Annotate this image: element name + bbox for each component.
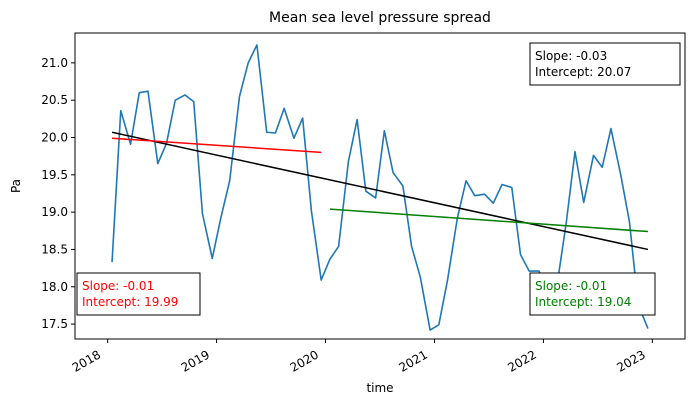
annotation-slope: Slope: -0.01: [535, 279, 607, 293]
series-line-3: [329, 208, 649, 233]
y-tick-label: 18.0: [41, 280, 68, 294]
annotation-intercept: Intercept: 19.99: [82, 295, 178, 309]
annotation-intercept: Intercept: 19.04: [535, 295, 631, 309]
y-tick-label: 19.0: [41, 205, 68, 219]
annotation-box-red: Slope: -0.01 Intercept: 19.99: [76, 272, 201, 316]
x-axis: 2018 2019 2020 2021 2022 2023: [70, 339, 653, 375]
y-tick-label: 19.5: [41, 168, 68, 182]
annotation-box-black: Slope: -0.03 Intercept: 20.07: [529, 42, 681, 86]
annotations-layer: Slope: -0.03 Intercept: 20.07 Slope: -0.01…: [76, 42, 681, 316]
annotation-slope: Slope: -0.01: [82, 279, 154, 293]
x-tick-label: 2018: [70, 347, 103, 374]
annotation-intercept: Intercept: 20.07: [535, 65, 631, 79]
x-tick-label: 2023: [614, 347, 647, 374]
x-tick-label: 2022: [505, 347, 538, 374]
x-tick-label: 2020: [288, 347, 321, 374]
annotation-slope: Slope: -0.03: [535, 49, 607, 63]
y-tick-label: 17.5: [41, 317, 68, 331]
series-line-2: [111, 137, 322, 154]
series-line-1: [111, 131, 649, 251]
annotation-box-green: Slope: -0.01 Intercept: 19.04: [529, 272, 656, 316]
x-tick-label: 2019: [179, 347, 212, 374]
y-tick-label: 20.0: [41, 130, 68, 144]
y-axis-label: Pa: [9, 179, 23, 193]
x-tick-label: 2021: [397, 347, 430, 374]
plot-frame: [74, 32, 686, 340]
x-axis-label: time: [366, 381, 393, 395]
chart-title: Mean sea level pressure spread: [269, 10, 491, 26]
y-tick-label: 20.5: [41, 93, 68, 107]
y-tick-label: 21.0: [41, 56, 68, 70]
y-axis: 17.5 18.0 18.5 19.0 19.5 20.0 20.5 21.0: [41, 56, 75, 331]
y-tick-label: 18.5: [41, 242, 68, 256]
